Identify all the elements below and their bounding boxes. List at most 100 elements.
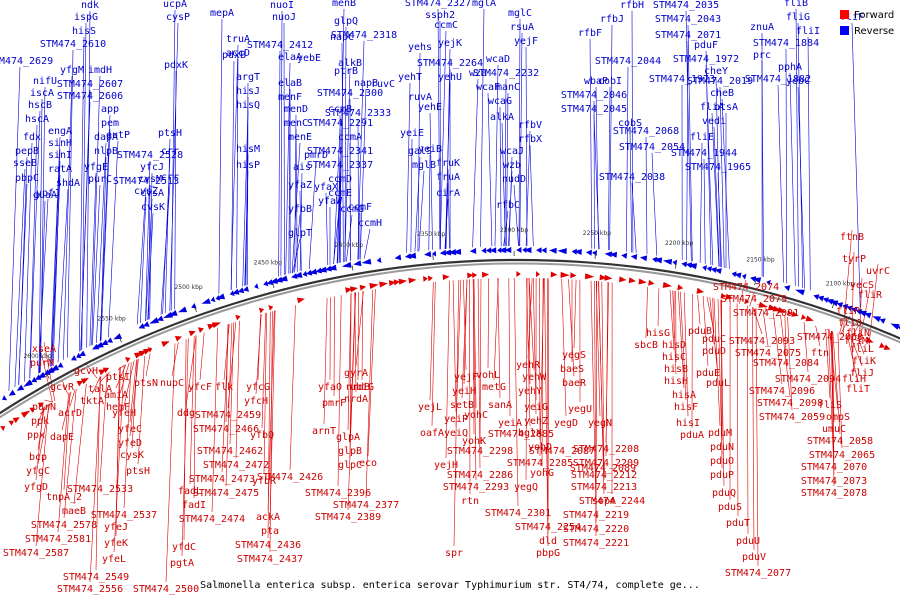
- kbp-tick-label: 2600 kbp: [23, 353, 51, 360]
- forward-gene-label: hisD: [662, 340, 686, 351]
- reverse-leader-line: [508, 170, 513, 247]
- reverse-feature-arrow: [451, 248, 462, 255]
- forward-gene-label: fliO: [838, 318, 862, 329]
- reverse-feature-arrow: [817, 295, 825, 302]
- forward-gene-label: glpB: [338, 446, 362, 457]
- forward-leader-line: [123, 360, 135, 407]
- reverse-gene-label: prc: [753, 50, 771, 61]
- reverse-gene-label: rfbJ: [600, 14, 624, 25]
- reverse-gene-label: yehs: [408, 42, 432, 53]
- reverse-feature-arrow: [489, 247, 497, 254]
- kbp-tick-mark: [754, 279, 757, 286]
- reverse-leader-line: [631, 182, 637, 254]
- reverse-gene-label: STM474_2318: [331, 30, 397, 41]
- legend-forward-swatch: [840, 10, 849, 19]
- forward-gene-label: yejH: [434, 460, 458, 471]
- reverse-leader-line: [341, 42, 344, 263]
- forward-feature-arrow: [648, 279, 655, 286]
- forward-leader-line: [235, 320, 240, 459]
- reverse-gene-label: accD: [226, 48, 250, 59]
- forward-leader-line: [859, 341, 865, 355]
- reverse-feature-arrow: [78, 350, 86, 357]
- reverse-gene-label: rfbC: [496, 200, 520, 211]
- reverse-leader-line: [169, 22, 179, 312]
- reverse-feature-arrow: [585, 249, 592, 256]
- reverse-leader-line: [631, 10, 634, 253]
- forward-gene-label: STM474_2073: [801, 476, 867, 487]
- reverse-gene-label: ptsH: [158, 128, 182, 139]
- kbp-tick-label: 2250 kbp: [583, 230, 611, 237]
- forward-feature-arrow: [638, 278, 647, 285]
- forward-leader-line: [533, 278, 537, 415]
- forward-feature-arrow: [696, 287, 705, 294]
- forward-gene-label: yehZ: [524, 416, 548, 427]
- forward-feature-arrow: [20, 410, 31, 418]
- reverse-feature-arrow: [813, 294, 820, 300]
- reverse-feature-arrow: [879, 318, 886, 324]
- reverse-feature-arrow: [92, 343, 100, 350]
- reverse-feature-arrow: [855, 309, 863, 315]
- forward-feature-arrow: [744, 298, 750, 305]
- forward-leader-line: [837, 333, 843, 449]
- reverse-leader-line: [519, 32, 523, 247]
- forward-leader-line: [544, 278, 549, 547]
- reverse-gene-label: wcaJ: [500, 146, 524, 157]
- forward-leader-line: [269, 311, 273, 553]
- forward-gene-label: pta: [261, 526, 279, 537]
- forward-leader-line: [129, 359, 137, 423]
- forward-feature-arrow: [29, 407, 35, 413]
- forward-feature-arrow: [258, 307, 265, 314]
- forward-gene-label: fadI: [182, 500, 206, 511]
- reverse-leader-line: [717, 172, 722, 268]
- reverse-gene-label: truA: [226, 34, 250, 45]
- forward-gene-label: STM474_2091: [733, 308, 799, 319]
- forward-gene-label: nrdA: [344, 394, 368, 405]
- reverse-gene-label: ispG: [74, 12, 98, 23]
- reverse-gene-label: yehU: [438, 72, 462, 83]
- reverse-gene-label: fruA: [436, 172, 460, 183]
- reverse-gene-label: STM474_2232: [473, 68, 539, 79]
- forward-gene-label: dld: [539, 536, 557, 547]
- forward-gene-label: yejL: [418, 402, 442, 413]
- reverse-feature-arrow: [851, 307, 858, 313]
- forward-gene-label: dapE: [50, 432, 74, 443]
- forward-gene-label: STM474_2096: [749, 386, 815, 397]
- forward-feature-arrow: [725, 293, 734, 300]
- reverse-leader-line: [285, 62, 291, 275]
- forward-gene-label: STM474_2060: [797, 332, 863, 343]
- reverse-feature-arrow: [16, 384, 25, 391]
- forward-leader-line: [199, 332, 205, 381]
- reverse-gene-label: STM474_1973: [649, 74, 715, 85]
- forward-feature-arrow: [604, 274, 613, 281]
- forward-gene-label: pduP: [710, 470, 734, 481]
- forward-leader-line: [772, 312, 783, 385]
- kbp-tick-mark: [432, 254, 434, 260]
- reverse-gene-label: ccmG: [340, 204, 364, 215]
- forward-leader-line: [123, 361, 132, 509]
- reverse-gene-label: hisM: [236, 144, 260, 155]
- reverse-leader-line: [299, 190, 302, 271]
- reverse-feature-arrow: [672, 259, 678, 266]
- forward-leader-line: [35, 404, 49, 547]
- forward-leader-line: [99, 373, 108, 483]
- reverse-gene-label: STM474_2341: [307, 146, 373, 157]
- forward-leader-line: [762, 309, 769, 347]
- forward-leader-line: [508, 278, 511, 417]
- forward-feature-arrow: [791, 311, 798, 317]
- forward-leader-line: [528, 277, 535, 371]
- forward-leader-line: [487, 278, 490, 369]
- reverse-leader-line: [713, 126, 720, 267]
- reverse-leader-line: [39, 200, 46, 373]
- reverse-gene-label: cvsA: [140, 188, 164, 199]
- reverse-leader-line: [777, 84, 784, 283]
- forward-gene-label: yeiA: [498, 418, 522, 429]
- reverse-gene-label: ypfJ: [36, 188, 60, 199]
- reverse-feature-arrow: [327, 264, 337, 271]
- forward-feature-arrow: [677, 284, 684, 291]
- reverse-feature-arrow: [101, 339, 109, 345]
- forward-leader-line: [472, 279, 475, 435]
- reverse-feature-arrow: [353, 260, 362, 267]
- reverse-leader-line: [18, 183, 28, 385]
- reverse-gene-label: STM474_2045: [561, 104, 627, 115]
